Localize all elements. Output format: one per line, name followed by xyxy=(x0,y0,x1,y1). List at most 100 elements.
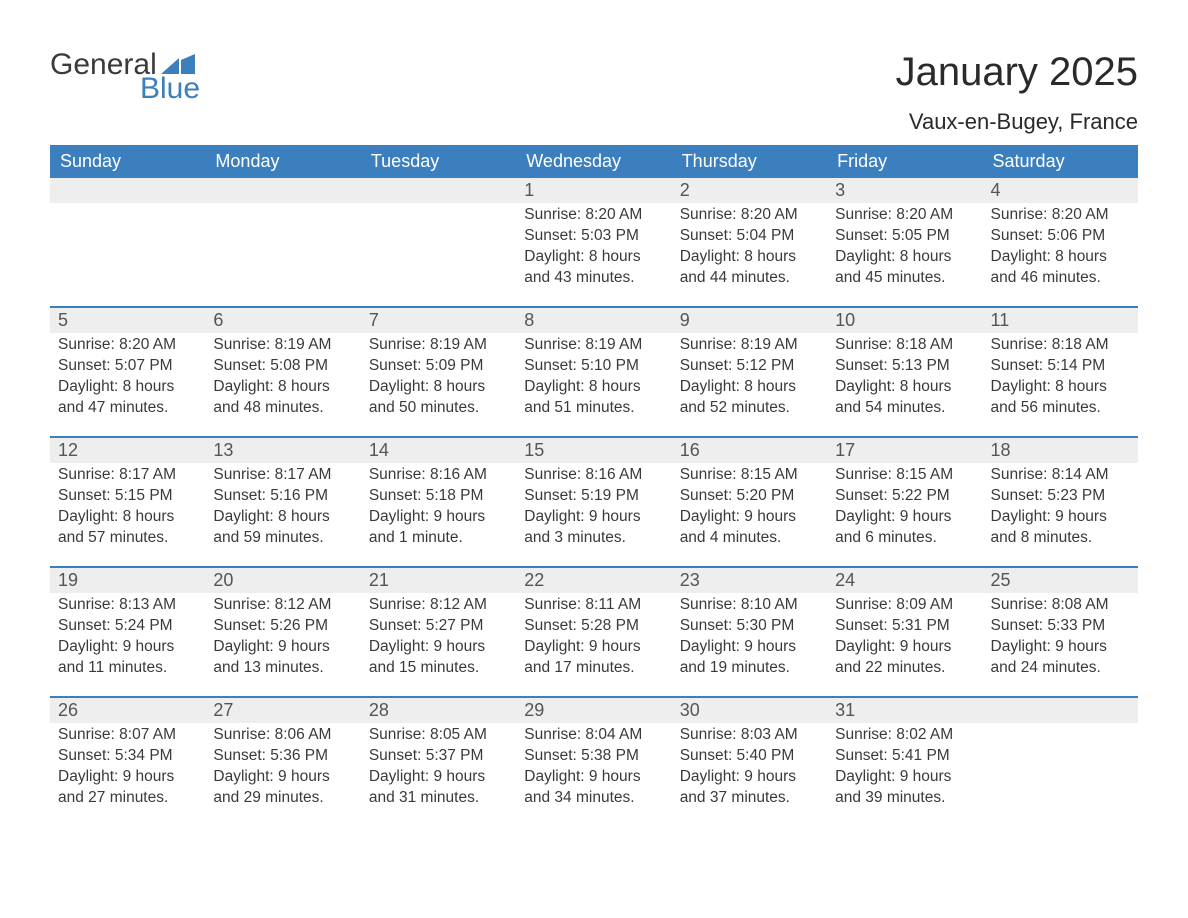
day-content: Sunrise: 8:20 AMSunset: 5:05 PMDaylight:… xyxy=(827,203,982,297)
day-content: Sunrise: 8:02 AMSunset: 5:41 PMDaylight:… xyxy=(827,723,982,817)
sunset-line: Sunset: 5:09 PM xyxy=(369,356,508,377)
day-number: 12 xyxy=(50,438,205,463)
empty-day-bar xyxy=(983,698,1138,723)
day-number: 8 xyxy=(516,308,671,333)
sunrise-line: Sunrise: 8:06 AM xyxy=(213,725,352,746)
sunrise-line: Sunrise: 8:15 AM xyxy=(680,465,819,486)
sunset-line: Sunset: 5:33 PM xyxy=(991,616,1130,637)
day-cell: 4Sunrise: 8:20 AMSunset: 5:06 PMDaylight… xyxy=(983,178,1138,306)
day-number: 19 xyxy=(50,568,205,593)
daylight2-line: and 37 minutes. xyxy=(680,788,819,809)
sunset-line: Sunset: 5:38 PM xyxy=(524,746,663,767)
day-number: 3 xyxy=(827,178,982,203)
sunset-line: Sunset: 5:30 PM xyxy=(680,616,819,637)
day-cell: 30Sunrise: 8:03 AMSunset: 5:40 PMDayligh… xyxy=(672,698,827,826)
empty-day-bar xyxy=(50,178,205,203)
day-number: 17 xyxy=(827,438,982,463)
daylight1-line: Daylight: 8 hours xyxy=(835,377,974,398)
day-content xyxy=(361,203,516,213)
daylight1-line: Daylight: 9 hours xyxy=(213,637,352,658)
week-row: 19Sunrise: 8:13 AMSunset: 5:24 PMDayligh… xyxy=(50,566,1138,696)
day-number: 1 xyxy=(516,178,671,203)
daylight2-line: and 50 minutes. xyxy=(369,398,508,419)
sunrise-line: Sunrise: 8:04 AM xyxy=(524,725,663,746)
day-cell: 13Sunrise: 8:17 AMSunset: 5:16 PMDayligh… xyxy=(205,438,360,566)
day-content: Sunrise: 8:07 AMSunset: 5:34 PMDaylight:… xyxy=(50,723,205,817)
week-row: 26Sunrise: 8:07 AMSunset: 5:34 PMDayligh… xyxy=(50,696,1138,826)
day-number: 9 xyxy=(672,308,827,333)
daylight2-line: and 57 minutes. xyxy=(58,528,197,549)
weekday-header-row: SundayMondayTuesdayWednesdayThursdayFrid… xyxy=(50,145,1138,178)
day-content: Sunrise: 8:14 AMSunset: 5:23 PMDaylight:… xyxy=(983,463,1138,557)
daylight2-line: and 8 minutes. xyxy=(991,528,1130,549)
sunset-line: Sunset: 5:23 PM xyxy=(991,486,1130,507)
day-content: Sunrise: 8:05 AMSunset: 5:37 PMDaylight:… xyxy=(361,723,516,817)
day-cell: 14Sunrise: 8:16 AMSunset: 5:18 PMDayligh… xyxy=(361,438,516,566)
sunset-line: Sunset: 5:37 PM xyxy=(369,746,508,767)
day-cell: 9Sunrise: 8:19 AMSunset: 5:12 PMDaylight… xyxy=(672,308,827,436)
day-cell: 15Sunrise: 8:16 AMSunset: 5:19 PMDayligh… xyxy=(516,438,671,566)
day-cell: 10Sunrise: 8:18 AMSunset: 5:13 PMDayligh… xyxy=(827,308,982,436)
sunrise-line: Sunrise: 8:08 AM xyxy=(991,595,1130,616)
daylight2-line: and 3 minutes. xyxy=(524,528,663,549)
daylight1-line: Daylight: 9 hours xyxy=(524,767,663,788)
day-cell: 3Sunrise: 8:20 AMSunset: 5:05 PMDaylight… xyxy=(827,178,982,306)
daylight1-line: Daylight: 8 hours xyxy=(369,377,508,398)
sunrise-line: Sunrise: 8:19 AM xyxy=(524,335,663,356)
day-cell: 22Sunrise: 8:11 AMSunset: 5:28 PMDayligh… xyxy=(516,568,671,696)
weekday-header-cell: Thursday xyxy=(672,145,827,178)
brand-word-2: Blue xyxy=(140,74,200,104)
sunrise-line: Sunrise: 8:19 AM xyxy=(369,335,508,356)
day-cell: 29Sunrise: 8:04 AMSunset: 5:38 PMDayligh… xyxy=(516,698,671,826)
sunrise-line: Sunrise: 8:02 AM xyxy=(835,725,974,746)
day-cell: 28Sunrise: 8:05 AMSunset: 5:37 PMDayligh… xyxy=(361,698,516,826)
sunrise-line: Sunrise: 8:20 AM xyxy=(680,205,819,226)
daylight1-line: Daylight: 9 hours xyxy=(835,507,974,528)
day-content: Sunrise: 8:16 AMSunset: 5:19 PMDaylight:… xyxy=(516,463,671,557)
sunrise-line: Sunrise: 8:17 AM xyxy=(213,465,352,486)
sunrise-line: Sunrise: 8:16 AM xyxy=(369,465,508,486)
day-cell: 6Sunrise: 8:19 AMSunset: 5:08 PMDaylight… xyxy=(205,308,360,436)
day-number: 26 xyxy=(50,698,205,723)
sunset-line: Sunset: 5:36 PM xyxy=(213,746,352,767)
daylight2-line: and 17 minutes. xyxy=(524,658,663,679)
sunrise-line: Sunrise: 8:15 AM xyxy=(835,465,974,486)
sunset-line: Sunset: 5:04 PM xyxy=(680,226,819,247)
day-number: 18 xyxy=(983,438,1138,463)
sunrise-line: Sunrise: 8:19 AM xyxy=(680,335,819,356)
month-title: January 2025 xyxy=(896,50,1138,95)
day-content: Sunrise: 8:19 AMSunset: 5:09 PMDaylight:… xyxy=(361,333,516,427)
day-cell: 21Sunrise: 8:12 AMSunset: 5:27 PMDayligh… xyxy=(361,568,516,696)
day-content: Sunrise: 8:19 AMSunset: 5:08 PMDaylight:… xyxy=(205,333,360,427)
sunset-line: Sunset: 5:06 PM xyxy=(991,226,1130,247)
day-cell xyxy=(361,178,516,306)
daylight1-line: Daylight: 9 hours xyxy=(213,767,352,788)
topbar: General Blue January 2025 Vaux-en-Bugey,… xyxy=(50,50,1138,135)
day-cell: 16Sunrise: 8:15 AMSunset: 5:20 PMDayligh… xyxy=(672,438,827,566)
daylight2-line: and 52 minutes. xyxy=(680,398,819,419)
sunrise-line: Sunrise: 8:14 AM xyxy=(991,465,1130,486)
sunset-line: Sunset: 5:34 PM xyxy=(58,746,197,767)
daylight1-line: Daylight: 8 hours xyxy=(991,247,1130,268)
sunrise-line: Sunrise: 8:03 AM xyxy=(680,725,819,746)
day-cell: 2Sunrise: 8:20 AMSunset: 5:04 PMDaylight… xyxy=(672,178,827,306)
daylight2-line: and 54 minutes. xyxy=(835,398,974,419)
sunset-line: Sunset: 5:27 PM xyxy=(369,616,508,637)
sunrise-line: Sunrise: 8:16 AM xyxy=(524,465,663,486)
day-number: 27 xyxy=(205,698,360,723)
sunrise-line: Sunrise: 8:19 AM xyxy=(213,335,352,356)
day-content: Sunrise: 8:04 AMSunset: 5:38 PMDaylight:… xyxy=(516,723,671,817)
day-cell: 8Sunrise: 8:19 AMSunset: 5:10 PMDaylight… xyxy=(516,308,671,436)
daylight1-line: Daylight: 8 hours xyxy=(524,377,663,398)
brand-logo: General Blue xyxy=(50,50,200,104)
weekday-header-cell: Saturday xyxy=(983,145,1138,178)
day-number: 6 xyxy=(205,308,360,333)
sunset-line: Sunset: 5:20 PM xyxy=(680,486,819,507)
day-number: 24 xyxy=(827,568,982,593)
day-cell: 25Sunrise: 8:08 AMSunset: 5:33 PMDayligh… xyxy=(983,568,1138,696)
sunset-line: Sunset: 5:28 PM xyxy=(524,616,663,637)
day-cell xyxy=(50,178,205,306)
day-number: 16 xyxy=(672,438,827,463)
sunrise-line: Sunrise: 8:18 AM xyxy=(835,335,974,356)
day-content xyxy=(50,203,205,213)
